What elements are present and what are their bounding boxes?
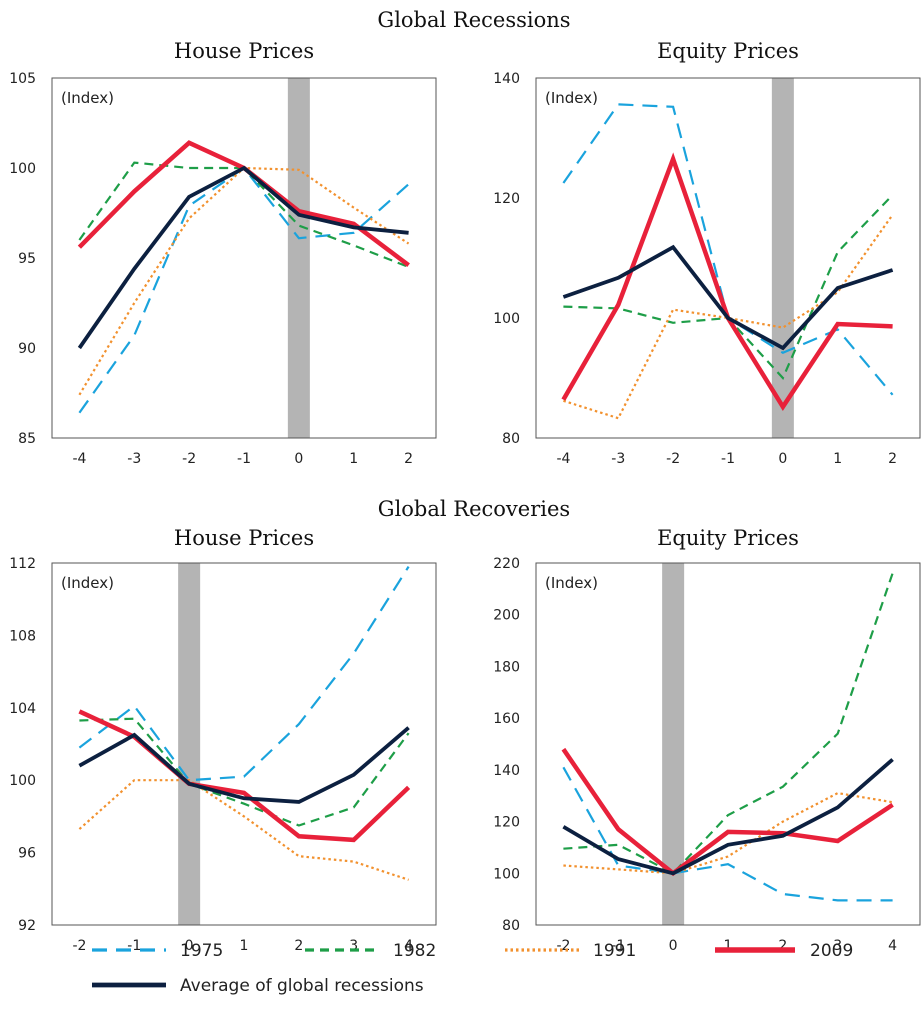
y-tick-label: 140: [493, 763, 520, 779]
y-tick-label: 200: [493, 608, 520, 624]
x-tick-label: -2: [72, 938, 86, 954]
panel-title: Equity Prices: [657, 39, 799, 63]
y-tick-label: 100: [9, 773, 36, 789]
recession-shade-bar: [662, 563, 685, 925]
y-tick-label: 80: [502, 918, 520, 934]
series-line-average-of-global-recessions: [78, 726, 410, 804]
y-tick-label: 120: [493, 815, 520, 831]
series-line-1991: [78, 166, 410, 396]
y-tick-label: 100: [9, 161, 36, 177]
unit-label: (Index): [545, 574, 598, 592]
x-tick-label: -2: [556, 938, 570, 954]
plot-frame: [51, 77, 437, 439]
section-title-recoveries: Global Recoveries: [378, 497, 570, 521]
panel-title: House Prices: [174, 526, 314, 550]
plot-frame: [51, 562, 437, 926]
panel-title: House Prices: [174, 39, 314, 63]
x-tick-label: 4: [404, 938, 413, 954]
y-tick-label: 160: [493, 711, 520, 727]
legend-label-2009: 2009: [810, 941, 853, 961]
y-tick-label: 100: [493, 866, 520, 882]
legend: 1975 1982 1991 2009 Average of global re…: [92, 941, 853, 996]
legend-label-1991: 1991: [593, 941, 636, 961]
y-tick-label: 220: [493, 556, 520, 572]
series-line-average-of-global-recessions: [77, 165, 409, 350]
y-tick-label: 100: [493, 311, 520, 327]
chart-panel-1: House Prices (Index) 85 90 95 100 105 -4 -3 -2 -1 0…: [9, 39, 437, 467]
x-tick-label: 1: [349, 451, 358, 467]
x-tick-label: -4: [556, 451, 570, 467]
series-line-1975: [562, 103, 894, 396]
x-tick-label: -1: [611, 938, 625, 954]
x-tick-label: -4: [72, 451, 86, 467]
legend-label-1975: 1975: [180, 941, 223, 961]
y-tick-label: 112: [9, 556, 36, 572]
chart-panel-2: Equity Prices (Index) 80 100 120 140 -4 -3 -2 -1 0…: [493, 39, 921, 467]
y-tick-label: 108: [9, 628, 36, 644]
panel-title: Equity Prices: [657, 526, 799, 550]
series-line-average-of-global-recessions: [562, 758, 894, 876]
x-tick-label: 0: [294, 451, 303, 467]
x-tick-label: 2: [778, 938, 787, 954]
x-tick-label: 2: [888, 451, 897, 467]
y-tick-label: 120: [493, 191, 520, 207]
plot-frame: [535, 77, 921, 439]
recession-shade-bar: [771, 78, 794, 438]
series-line-2009: [561, 152, 893, 411]
y-tick-label: 180: [493, 659, 520, 675]
x-tick-label: -3: [127, 451, 141, 467]
y-tick-label: 140: [493, 71, 520, 87]
x-tick-label: 0: [185, 938, 194, 954]
series-line-1975: [78, 166, 410, 414]
series-line-1991: [563, 791, 893, 875]
y-tick-label: 96: [18, 846, 36, 862]
x-tick-label: 3: [349, 938, 358, 954]
x-tick-label: 2: [404, 451, 413, 467]
y-tick-label: 92: [18, 918, 36, 934]
series-line-average-of-global-recessions: [562, 244, 894, 351]
x-tick-label: 1: [833, 451, 842, 467]
unit-label: (Index): [61, 89, 114, 107]
y-tick-label: 104: [9, 701, 36, 717]
y-tick-label: 85: [18, 431, 36, 447]
x-tick-label: 4: [888, 938, 897, 954]
series-line-1982: [78, 161, 410, 269]
recession-shade-bar: [287, 78, 310, 438]
plot-frame: [535, 562, 921, 926]
x-tick-label: 1: [240, 938, 249, 954]
legend-label-average: Average of global recessions: [180, 976, 424, 996]
y-tick-label: 90: [18, 341, 36, 357]
x-tick-label: 1: [724, 938, 733, 954]
x-tick-label: -2: [666, 451, 680, 467]
y-tick-label: 80: [502, 431, 520, 447]
section-title-recessions: Global Recessions: [377, 8, 570, 32]
y-tick-label: 95: [18, 251, 36, 267]
unit-label: (Index): [61, 574, 114, 592]
series-line-1991: [78, 779, 409, 881]
unit-label: (Index): [545, 89, 598, 107]
x-tick-label: -1: [721, 451, 735, 467]
x-tick-label: -1: [237, 451, 251, 467]
x-tick-label: 0: [669, 938, 678, 954]
series-line-1975: [562, 766, 893, 902]
series-line-1975: [78, 566, 410, 782]
x-tick-label: 3: [833, 938, 842, 954]
series-line-1982: [563, 572, 894, 875]
legend-label-1982: 1982: [393, 941, 436, 961]
x-tick-label: -2: [182, 451, 196, 467]
chart-panel-4: Equity Prices(Index)80100120140160180200…: [493, 526, 921, 954]
recession-shade-bar: [178, 563, 201, 925]
x-tick-label: -3: [611, 451, 625, 467]
y-tick-label: 105: [9, 71, 36, 87]
x-tick-label: 0: [778, 451, 787, 467]
series-line-2009: [561, 747, 894, 877]
x-tick-label: 2: [294, 938, 303, 954]
series-line-1982: [79, 717, 410, 827]
